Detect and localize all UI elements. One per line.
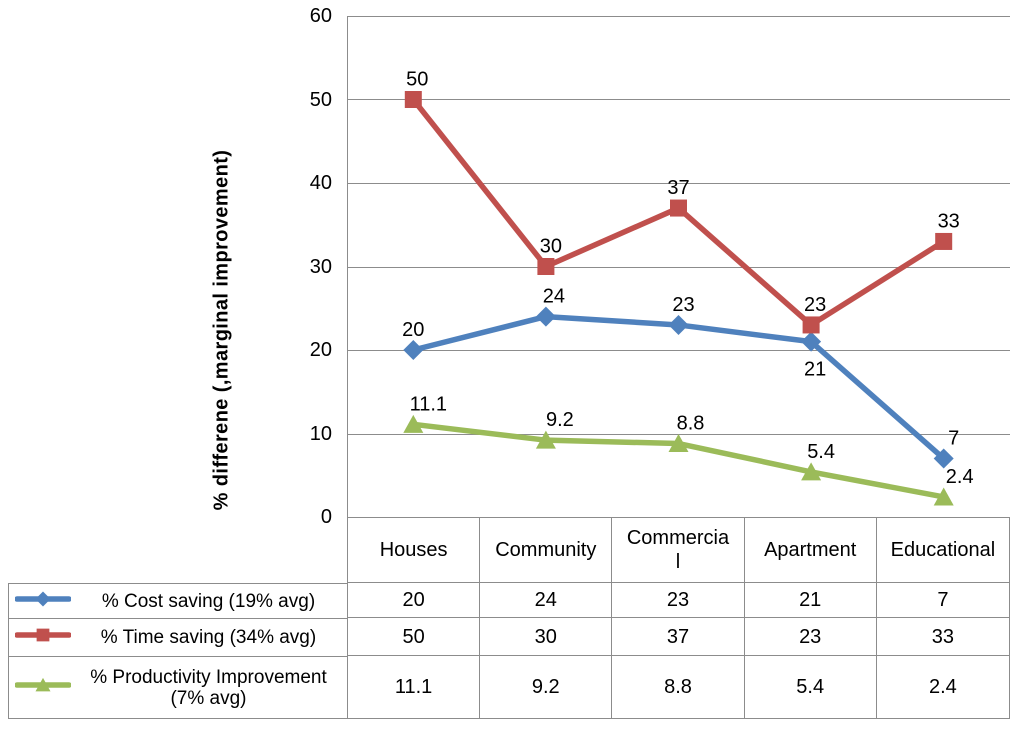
triangle-legend-key-icon <box>14 673 73 702</box>
y-tick-label: 20 <box>309 339 332 361</box>
square-marker <box>404 91 422 108</box>
square-marker <box>670 199 687 217</box>
table-value-cell: 5.4 <box>745 656 877 718</box>
y-tick-label: 60 <box>309 5 332 27</box>
diamond-marker <box>403 340 424 360</box>
triangle-marker <box>535 430 556 449</box>
y-tick-label: 50 <box>309 88 332 111</box>
table-value-cell: 50 <box>348 618 481 656</box>
diamond-marker <box>535 306 556 327</box>
data-point-label: 24 <box>543 286 565 308</box>
data-point-label: 23 <box>672 294 694 316</box>
table-value-cell: 11.1 <box>348 656 481 718</box>
table-value-cell: 9.2 <box>480 656 613 718</box>
table-value-cell: 7 <box>876 583 1009 618</box>
table-value-cell: 24 <box>480 583 613 618</box>
table-value-cell: 30 <box>480 618 613 656</box>
table-value-cell: 20 <box>348 583 481 618</box>
square-marker <box>802 316 820 334</box>
data-point-label: 30 <box>540 236 562 258</box>
y-tick-label: 30 <box>309 255 332 278</box>
data-point-label: 2.4 <box>946 466 974 488</box>
diamond-marker <box>668 314 689 335</box>
data-point-label: 8.8 <box>677 413 705 435</box>
data-point-label: 21 <box>804 359 826 381</box>
legend-label: % Time saving (34% avg) <box>100 627 317 648</box>
data-point-label: 50 <box>406 69 428 91</box>
triangle-marker <box>933 487 954 506</box>
legend-key-glyph <box>14 628 72 642</box>
diamond-legend-key-icon <box>14 587 73 616</box>
square-marker <box>537 258 555 275</box>
table-value-cell: 23 <box>744 618 877 656</box>
y-tick-label: 10 <box>309 422 332 445</box>
y-tick-label: 40 <box>309 172 332 194</box>
data-point-label: 9.2 <box>546 409 574 431</box>
plot-area: 20 24 23 21 7 50 30 37 23 33 11.1 9.2 8.8 5.4 2.4 <box>347 16 1010 523</box>
table-value-cell: 33 <box>876 618 1009 656</box>
legend-row: % Productivity Improvement (7% avg) <box>9 657 347 718</box>
table-value-cell: 2.4 <box>928 676 957 698</box>
data-table: Houses Community Commercia l Apartment Educa… <box>347 517 1010 719</box>
square-marker <box>935 232 953 250</box>
y-axis-title: % differene (,marginal improvement) <box>210 149 233 511</box>
diamond-marker <box>933 448 954 469</box>
table-value-cell: 8.8 <box>612 656 745 718</box>
legend-label: % Productivity Improvement (7% avg) <box>90 666 327 709</box>
table-value-cell: 37 <box>612 618 745 656</box>
diamond-marker <box>801 331 822 352</box>
column-header-cell: Commercia l <box>612 518 745 583</box>
triangle-marker <box>668 434 689 453</box>
legend-key-marker <box>36 628 50 642</box>
legend-key-glyph <box>14 677 72 692</box>
legend-label: % Cost saving (19% avg) <box>101 590 316 612</box>
data-point-label: 20 <box>402 319 424 341</box>
legend-table: % Cost saving (19% avg) % Time saving (34… <box>8 583 348 719</box>
column-header-cell: Community <box>480 518 613 583</box>
table-value-cell: 21 <box>744 583 877 618</box>
triangle-marker <box>801 462 822 481</box>
data-point-label: 33 <box>938 210 960 232</box>
y-axis-tick-labels: 60 50 40 30 20 10 0 <box>288 0 332 545</box>
data-point-label: 37 <box>667 177 689 199</box>
triangle-marker <box>403 414 424 433</box>
square-legend-key-icon <box>14 623 73 652</box>
data-point-label: 23 <box>804 294 826 316</box>
table-value-cell: 23 <box>612 583 745 618</box>
data-point-label: 5.4 <box>807 441 835 463</box>
legend-key-marker <box>35 591 51 606</box>
y-tick-label: 0 <box>320 506 332 528</box>
column-header-cell: Educational <box>876 518 1009 583</box>
data-point-label: 11.1 <box>410 393 447 415</box>
legend-row: % Time saving (34% avg) <box>9 619 347 657</box>
data-point-label: 7 <box>948 428 959 450</box>
column-header-cell: Houses <box>348 518 481 583</box>
legend-key-marker <box>35 677 51 692</box>
legend-row: % Cost saving (19% avg) <box>9 584 347 619</box>
column-header-cell: Apartment <box>744 518 877 583</box>
legend-key-glyph <box>14 591 72 606</box>
